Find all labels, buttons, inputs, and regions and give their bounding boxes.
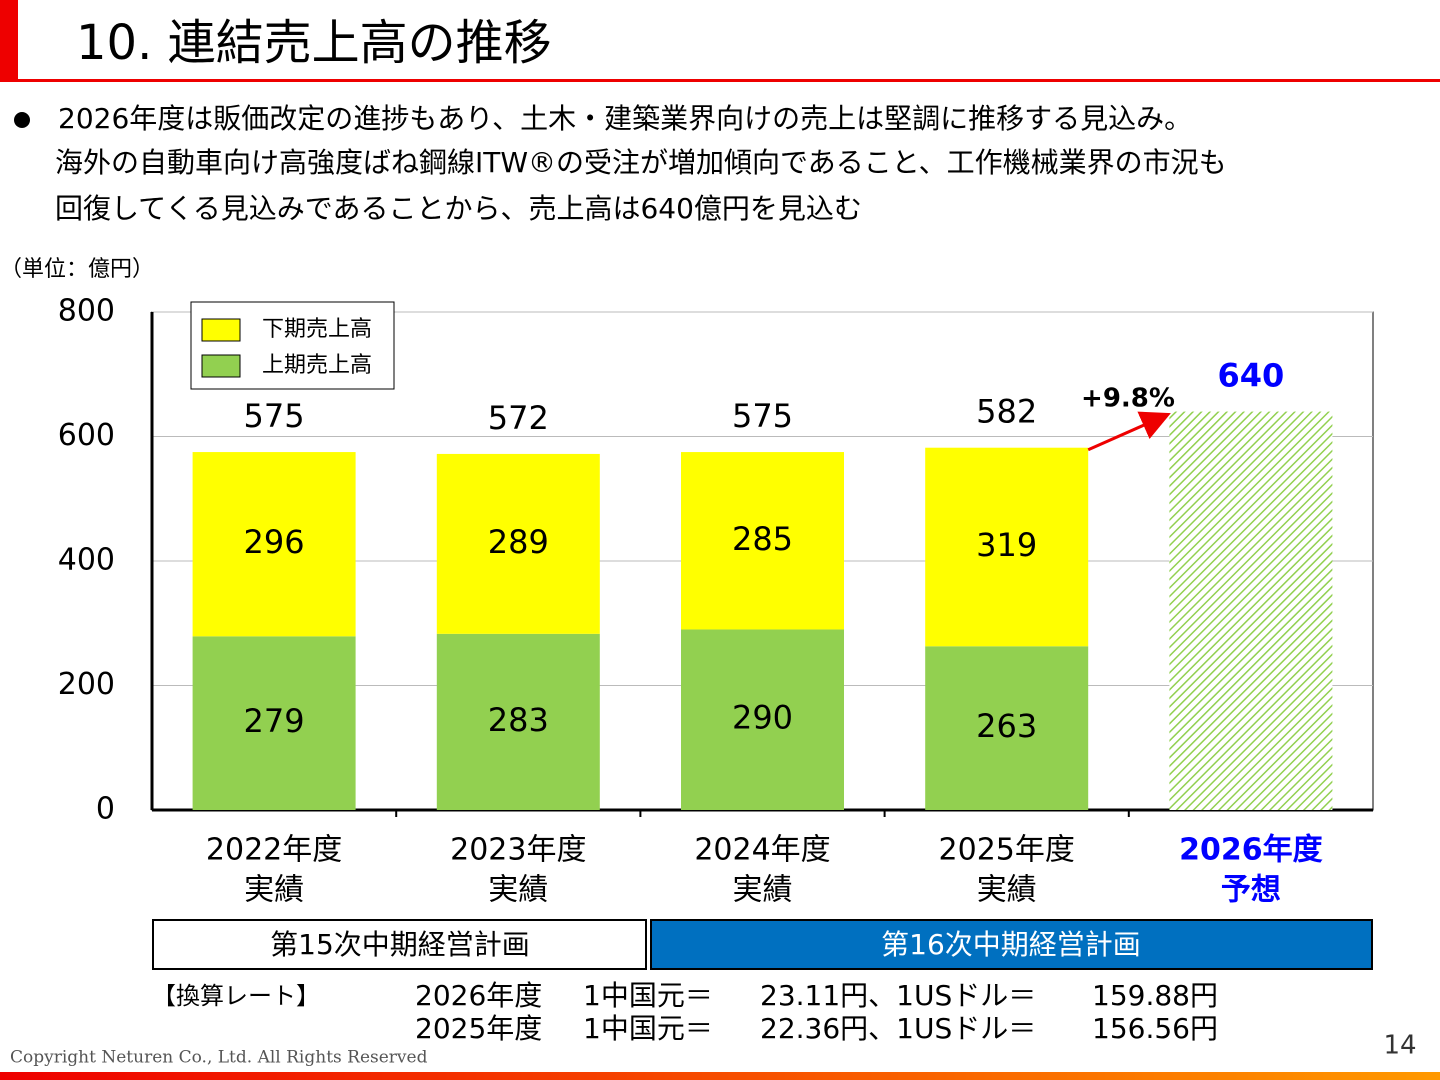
x-tick-label: 2023年度 xyxy=(450,833,586,868)
segment-label: 319 xyxy=(976,526,1037,564)
bar-segment xyxy=(436,453,600,634)
segment-label: 289 xyxy=(488,523,549,561)
legend-swatch xyxy=(201,354,241,378)
rate-text: 1中国元＝ xyxy=(583,979,713,1012)
annotation: +9.8% xyxy=(1081,384,1175,414)
legend-swatch xyxy=(201,318,241,342)
plan-box xyxy=(152,919,647,970)
y-tick-label: 200 xyxy=(58,667,115,702)
total-label: 572 xyxy=(488,399,549,437)
y-tick-label: 0 xyxy=(96,792,115,827)
segment-label: 290 xyxy=(732,699,793,737)
segment-label: 285 xyxy=(732,520,793,558)
total-label: 575 xyxy=(244,397,305,435)
y-tick-label: 400 xyxy=(58,543,115,578)
segment-label: 283 xyxy=(488,701,549,739)
x-tick-label: 2025年度 xyxy=(939,833,1075,868)
bar-segment xyxy=(681,452,844,630)
rate-text: 2026年度 xyxy=(415,979,542,1012)
title-rule xyxy=(0,79,1440,82)
rate-text: 23.11円、1USドル＝ xyxy=(760,979,1036,1012)
page-number: 14 xyxy=(1383,1031,1416,1061)
rate-text: 159.88円 xyxy=(1092,979,1218,1012)
x-tick-label: 実績 xyxy=(733,873,793,908)
segment-label: 296 xyxy=(244,523,305,561)
growth-arrow xyxy=(1087,411,1171,452)
bullet-text: 海外の自動車向け高強度ばね鋼線ITW®の受注が増加傾向であること、工作機械業界の… xyxy=(55,146,1227,179)
bar-segment xyxy=(681,629,844,810)
y-tick-label: 800 xyxy=(58,294,115,329)
footer-bar xyxy=(0,1072,1440,1080)
x-tick-label: 実績 xyxy=(488,873,548,908)
bar-segment xyxy=(436,633,600,810)
slide-title: 10. 連結売上高の推移 xyxy=(76,15,552,71)
rate-text: 1中国元＝ xyxy=(583,1012,713,1045)
rate-text: 2025年度 xyxy=(415,1012,542,1045)
segment-label: 263 xyxy=(976,707,1037,745)
x-tick-label: 実績 xyxy=(977,873,1037,908)
x-tick-label: 予想 xyxy=(1221,873,1281,908)
plan-label: 第15次中期経営計画 xyxy=(270,928,530,961)
x-tick-label: 2022年度 xyxy=(206,833,342,868)
title-accent xyxy=(0,0,18,82)
unit-label: （単位：億円） xyxy=(0,257,154,282)
x-tick-label: 2024年度 xyxy=(694,833,830,868)
total-label: 640 xyxy=(1218,357,1285,395)
rate-text: 156.56円 xyxy=(1092,1012,1218,1045)
legend-label: 上期売上高 xyxy=(262,353,372,378)
plan-box xyxy=(650,919,1373,970)
total-label: 582 xyxy=(976,393,1037,431)
y-tick-label: 600 xyxy=(58,418,115,453)
x-tick-label: 実績 xyxy=(244,873,304,908)
plan-label: 第16次中期経営計画 xyxy=(881,928,1141,961)
total-label: 575 xyxy=(732,397,793,435)
bullet-text: 2026年度は販価改定の進捗もあり、土木・建築業界向けの売上は堅調に推移する見込… xyxy=(58,102,1192,135)
copyright: Copyright Neturen Co., Ltd. All Rights R… xyxy=(10,1048,428,1068)
legend-label: 下期売上高 xyxy=(262,317,372,342)
bullet xyxy=(14,112,30,128)
x-tick-label: 2026年度 xyxy=(1179,833,1323,868)
segment-label: 279 xyxy=(244,702,305,740)
forecast-bar xyxy=(1169,411,1333,810)
bar-segment xyxy=(192,636,356,810)
bar-segment xyxy=(192,452,356,637)
rates-heading: 【換算レート】 xyxy=(152,982,320,1010)
bar-segment xyxy=(925,646,1089,810)
rate-text: 22.36円、1USドル＝ xyxy=(760,1012,1036,1045)
bar-segment xyxy=(925,447,1089,647)
bullet-text: 回復してくる見込みであることから、売上高は640億円を見込む xyxy=(55,192,862,225)
